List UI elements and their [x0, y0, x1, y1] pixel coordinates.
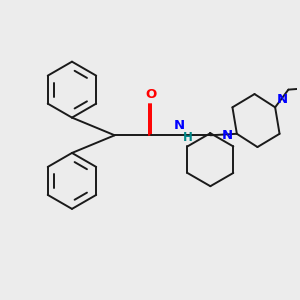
Text: N: N — [277, 93, 288, 106]
Text: H: H — [183, 131, 193, 144]
Text: O: O — [146, 88, 157, 101]
Text: N: N — [221, 129, 233, 142]
Text: N: N — [174, 119, 185, 132]
